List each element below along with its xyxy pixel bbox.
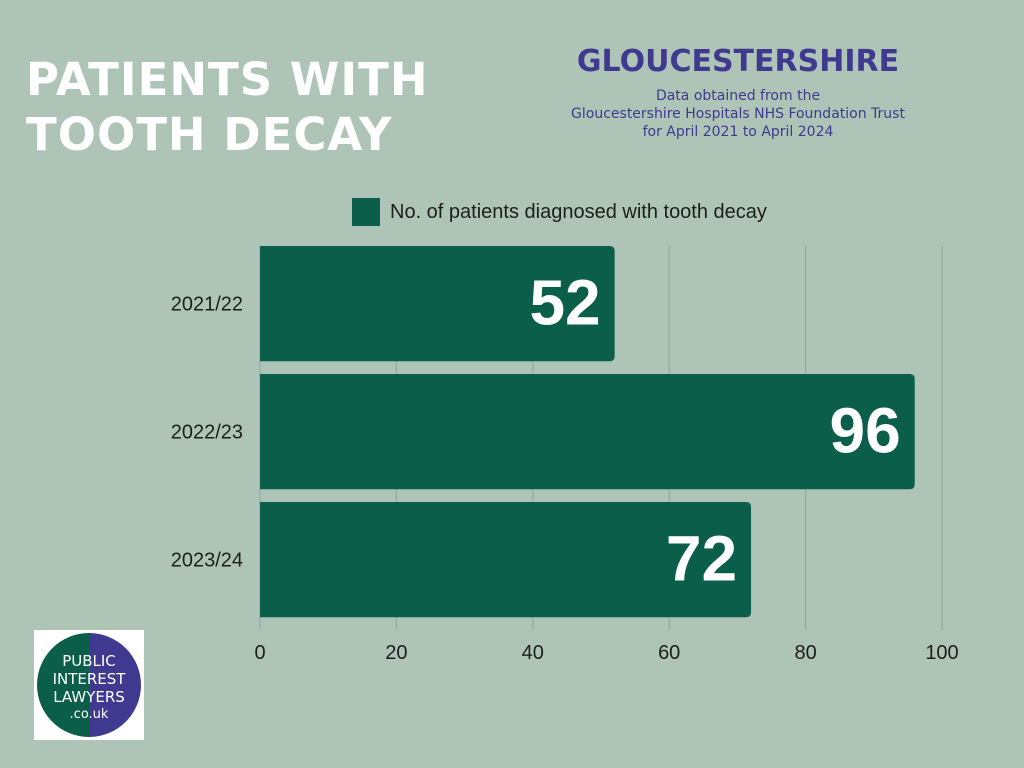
source-line-2: Gloucestershire Hospitals NHS Foundation… [571,106,905,122]
data-label: 52 [529,267,600,339]
category-label: 2021/22 [171,294,243,316]
category-label: 2022/23 [171,422,243,444]
x-tick-label: 0 [254,642,265,664]
logo-text-2: INTEREST [53,670,127,688]
logo-text-3: LAWYERS [53,688,125,706]
source-line-1: Data obtained from the [655,88,821,104]
x-tick-label: 60 [658,642,680,664]
chart-legend: No. of patients diagnosed with tooth dec… [352,198,767,226]
category-label: 2023/24 [171,550,243,572]
x-tick-label: 100 [925,642,958,664]
bar-2023-24 [260,502,752,618]
page-title: PATIENTS WITH TOOTH DECAY [26,52,429,162]
legend-swatch [352,198,380,226]
logo-emblem: PUBLIC INTEREST LAWYERS .co.uk [37,633,141,737]
x-tick-label: 40 [522,642,544,664]
logo: PUBLIC INTEREST LAWYERS .co.uk [34,630,144,740]
logo-text-1: PUBLIC [62,652,116,670]
data-label: 96 [830,395,901,467]
bar-2021-22 [260,246,615,362]
title-line-2: TOOTH DECAY [26,108,393,161]
x-tick-label: 80 [794,642,816,664]
data-label: 72 [666,523,737,595]
source-note: Data obtained from the Gloucestershire H… [520,87,956,141]
title-line-1: PATIENTS WITH [26,53,429,106]
bar-2022-23 [260,374,915,490]
source-line-3: for April 2021 to April 2024 [642,124,834,140]
region-heading: GLOUCESTERSHIRE [576,44,900,79]
x-tick-label: 20 [385,642,407,664]
logo-text-4: .co.uk [70,707,109,722]
legend-label: No. of patients diagnosed with tooth dec… [390,200,767,223]
